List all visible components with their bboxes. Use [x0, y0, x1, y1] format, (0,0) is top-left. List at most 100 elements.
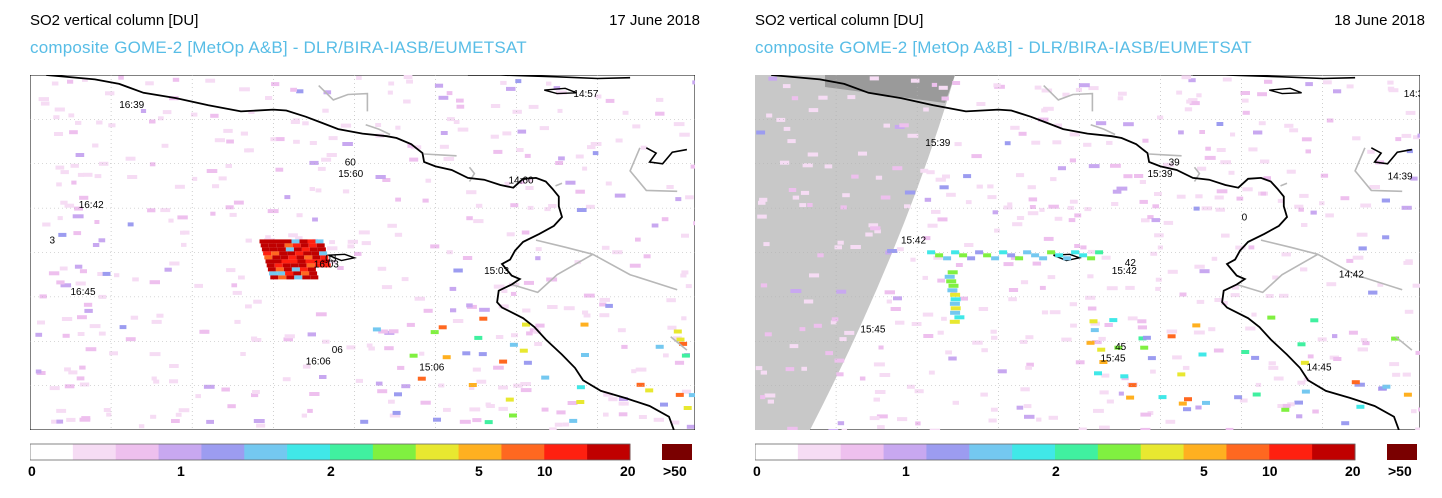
so2-pixel [94, 220, 100, 224]
so2-pixel [533, 329, 541, 334]
so2-pixel [1109, 318, 1118, 323]
colorbar-overflow-swatch [1387, 444, 1417, 460]
so2-pixel [1189, 101, 1200, 106]
so2-pixel [69, 130, 78, 135]
orbit-time-label: 14:36 [1404, 89, 1420, 100]
so2-pixel [1401, 205, 1412, 210]
plume-pixel [1015, 256, 1024, 261]
so2-pixel [870, 226, 881, 231]
plume-pixel [273, 259, 282, 264]
so2-pixel [834, 245, 842, 250]
so2-pixel [387, 90, 393, 95]
so2-pixel [1351, 380, 1360, 385]
so2-pixel [595, 94, 602, 99]
so2-pixel [102, 271, 111, 276]
plume-pixel [261, 247, 270, 252]
so2-pixel [965, 200, 972, 205]
so2-pixel [576, 208, 587, 212]
so2-pixel [35, 369, 42, 374]
so2-pixel [1198, 352, 1207, 357]
so2-pixel [414, 296, 425, 301]
so2-pixel [1294, 400, 1303, 405]
plume-pixel [292, 243, 301, 248]
so2-pixel [1008, 288, 1019, 292]
so2-pixel [1411, 409, 1417, 414]
so2-pixel [409, 157, 419, 162]
colorbar-segment [1140, 444, 1185, 460]
so2-pixel [75, 281, 86, 286]
so2-pixel [1323, 80, 1332, 85]
so2-pixel [1068, 218, 1076, 223]
so2-pixel [490, 134, 499, 139]
so2-pixel [1039, 207, 1045, 212]
so2-pixel [1025, 335, 1034, 340]
so2-pixel [39, 294, 47, 299]
so2-pixel [1358, 246, 1367, 251]
so2-pixel [509, 413, 517, 418]
so2-pixel [1025, 365, 1032, 370]
so2-pixel [1052, 140, 1062, 145]
so2-pixel [873, 397, 880, 402]
so2-pixel [164, 267, 172, 272]
plume-pixel [307, 267, 316, 272]
so2-pixel [1251, 355, 1260, 360]
so2-pixel [990, 329, 997, 334]
so2-pixel [1332, 334, 1338, 339]
so2-pixel [877, 425, 885, 430]
colorbar-segment [201, 444, 245, 460]
so2-pixel [485, 402, 491, 407]
so2-pixel [937, 217, 948, 222]
so2-pixel [1049, 310, 1061, 315]
so2-pixel [248, 110, 255, 114]
plume-pixel [296, 255, 305, 260]
so2-pixel [55, 165, 65, 170]
so2-pixel [1182, 365, 1190, 370]
so2-pixel [72, 214, 84, 219]
plume-pixel [295, 251, 304, 256]
plume-pixel [309, 247, 318, 252]
so2-pixel [1236, 196, 1244, 201]
orbit-time-label: 16:39 [119, 100, 144, 111]
so2-pixel [904, 190, 916, 195]
so2-pixel [942, 174, 950, 179]
so2-pixel [978, 307, 989, 311]
so2-pixel [645, 388, 654, 393]
so2-pixel [1008, 297, 1017, 302]
so2-pixel [490, 104, 501, 108]
so2-pixel [556, 410, 566, 415]
colorbar-overflow-label: >50 [1388, 463, 1412, 479]
so2-pixel [776, 117, 786, 122]
so2-pixel [840, 205, 847, 210]
so2-pixel [1088, 164, 1100, 169]
country-border [1395, 336, 1413, 351]
orbit-time-label: 15:45 [860, 324, 885, 335]
so2-pixel [456, 104, 465, 109]
so2-pixel [1101, 373, 1110, 378]
so2-pixel [1405, 110, 1416, 115]
orbit-time-label: 15:42 [1112, 266, 1137, 277]
so2-pixel [1268, 365, 1279, 370]
so2-pixel [963, 174, 972, 179]
so2-pixel [924, 197, 932, 202]
so2-pixel [520, 382, 531, 386]
no-data-region-dark [825, 75, 955, 103]
so2-pixel [446, 250, 453, 255]
plume-pixel [317, 247, 326, 252]
plume-pixel [950, 310, 961, 315]
so2-pixel [587, 145, 596, 150]
country-border [365, 123, 391, 136]
so2-pixel [1034, 85, 1042, 90]
so2-pixel [1016, 405, 1024, 410]
country-border [1354, 147, 1403, 193]
coastline [328, 253, 357, 262]
so2-pixel [1395, 137, 1402, 142]
so2-pixel [98, 331, 106, 336]
so2-pixel [256, 423, 266, 428]
so2-pixel [328, 136, 338, 141]
so2-pixel [1307, 354, 1314, 359]
so2-pixel [425, 178, 432, 183]
so2-pixel [453, 120, 460, 124]
so2-pixel [1362, 341, 1370, 346]
so2-pixel [782, 84, 791, 89]
so2-pixel [808, 108, 819, 113]
